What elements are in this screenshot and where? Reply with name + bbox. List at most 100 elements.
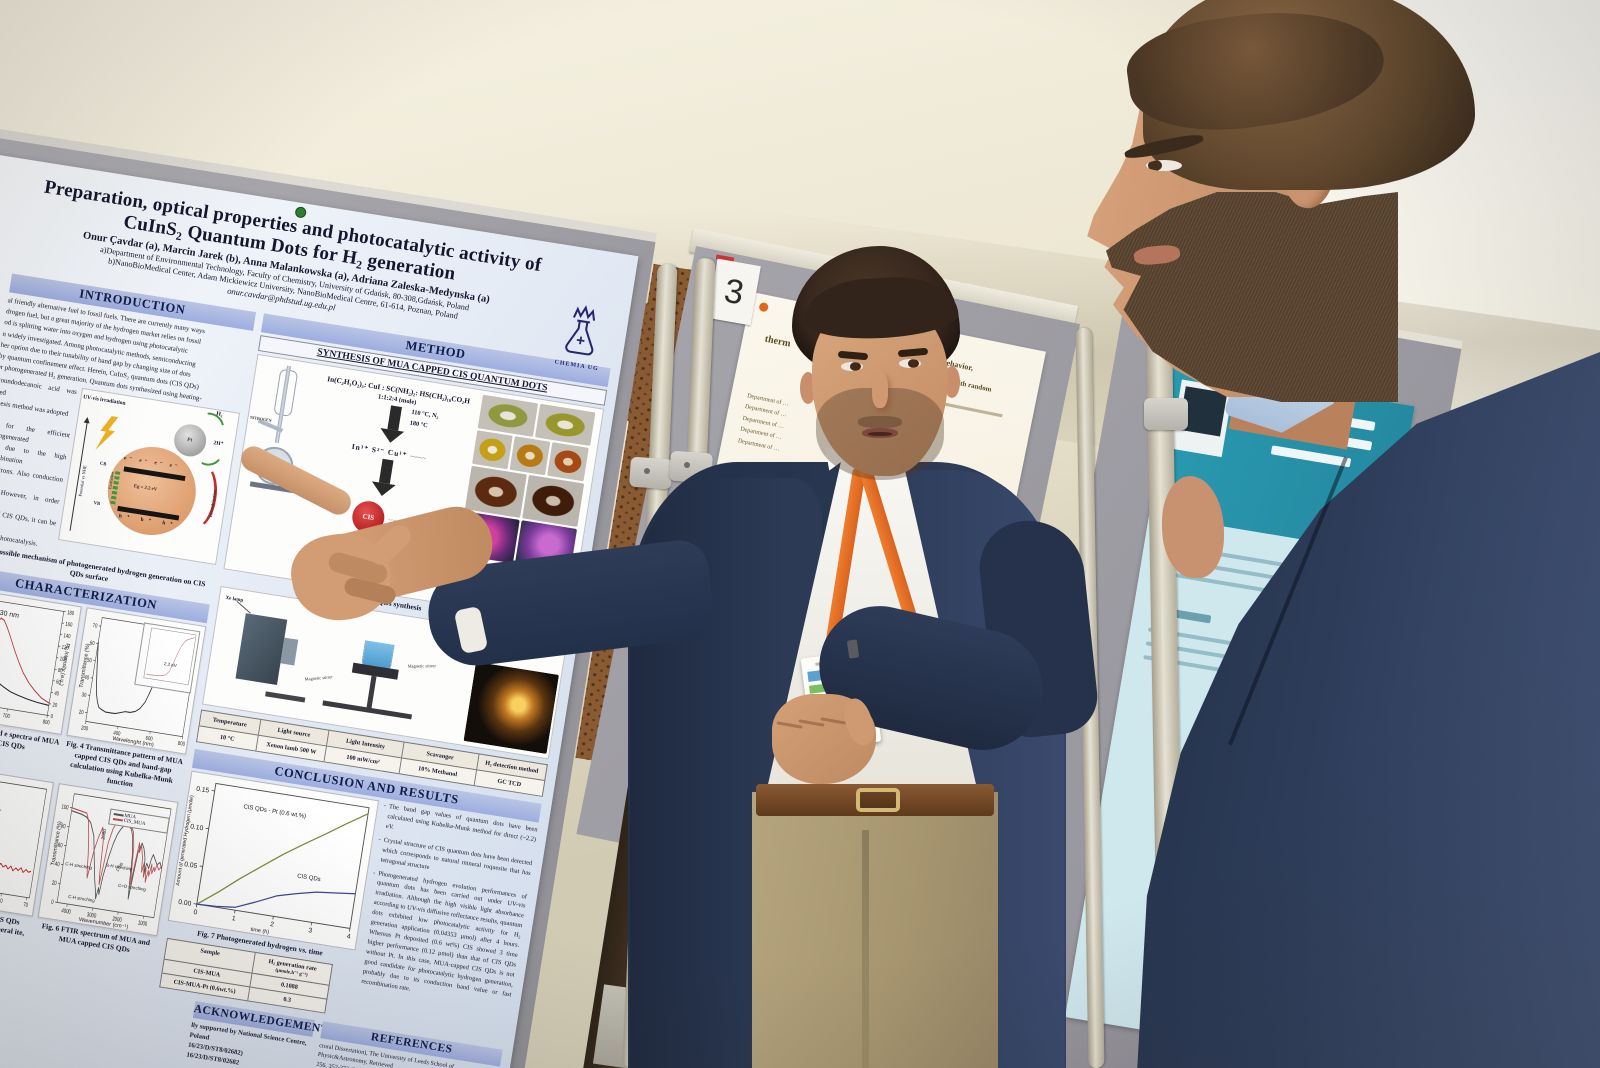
svg-text:120: 120 xyxy=(61,644,69,652)
svg-text:40: 40 xyxy=(54,861,60,869)
hydrogen-generation-chart: 0 1 2 3 4 0.00 0.05 0.10 0.15 Amount of generate… xyxy=(167,770,379,951)
svg-text:1: 1 xyxy=(231,915,236,923)
clamp-screw xyxy=(644,468,650,474)
svg-text:80: 80 xyxy=(60,823,66,831)
pin-icon xyxy=(758,301,770,313)
h2-label: H₂ xyxy=(215,411,223,419)
trouser-crease xyxy=(862,830,869,1068)
sample-photo xyxy=(464,465,527,518)
svg-text:0: 0 xyxy=(50,899,53,906)
inset-svg xyxy=(143,627,197,685)
poster-left-column: INTRODUCTION al friendly alternative fue… xyxy=(0,259,256,1052)
down-arrow-icon xyxy=(386,405,402,431)
svg-text:180: 180 xyxy=(67,610,75,618)
cb-label: CB xyxy=(99,460,107,467)
bullet: - Photogenerated hydrogen evolution perfo… xyxy=(355,868,528,1010)
poster2-title-fragment: therm xyxy=(763,333,792,350)
listener-eye xyxy=(1146,160,1182,171)
svg-text:40: 40 xyxy=(54,690,60,698)
pl-chart-svg: 600700800020406080100120140160180 xyxy=(0,595,75,727)
presenter-ear xyxy=(944,366,960,398)
presenter-upper-lip-stubble xyxy=(858,416,902,428)
sample-photo xyxy=(471,430,513,470)
svg-text:3000: 3000 xyxy=(86,912,96,920)
svg-text:20: 20 xyxy=(78,709,84,717)
pole-clamp xyxy=(629,456,673,490)
poster-right-column: METHOD SYNTHESIS OF MUA CAPPED CIS QUANT… xyxy=(146,309,611,1068)
svg-text:160: 160 xyxy=(65,621,73,629)
figure-1-mechanism: UV-vis irradiation Potential vs NHE e⁻ e… xyxy=(57,388,240,566)
svg-text:0.05: 0.05 xyxy=(183,861,197,870)
sample-photo xyxy=(534,403,596,447)
svg-text:70: 70 xyxy=(23,902,29,910)
svg-text:0: 0 xyxy=(50,713,54,720)
presenter-eye xyxy=(899,359,921,368)
hydrogen-chart-block: 0 1 2 3 4 0.00 0.05 0.10 0.15 Amount of generate… xyxy=(157,770,379,1017)
pt-label: Pt xyxy=(186,437,193,444)
svg-text:800: 800 xyxy=(42,719,50,727)
svg-text:100: 100 xyxy=(61,804,69,812)
legend-swatch xyxy=(113,812,124,817)
svg-text:20: 20 xyxy=(52,702,58,710)
presenter-eye xyxy=(841,362,863,371)
svg-text:60: 60 xyxy=(89,640,95,648)
bandgap-label: Eg = 2.2 eV xyxy=(133,484,158,494)
pl-spectrum-chart: 600700800020406080100120140160180 λex= 3… xyxy=(0,587,82,735)
board-number: 3 xyxy=(721,271,747,312)
xe-lamp-label: Xe lamp xyxy=(225,595,244,604)
reaction-temps: 110 °C, N₂ 180 °C xyxy=(409,407,440,434)
svg-text:3: 3 xyxy=(307,927,312,935)
presenter-trousers xyxy=(752,792,998,1068)
ligand-squiggle: ~~~~~ xyxy=(409,454,426,463)
chemia-ug-logo: CHEMIA UG xyxy=(544,298,618,374)
ftir-chart: 4000 3000 2000 1000 0 20 40 60 80 100 Transmittan… xyxy=(37,782,179,937)
svg-text:4000: 4000 xyxy=(61,907,71,915)
leader-line xyxy=(236,600,251,614)
lamp-photo xyxy=(463,661,560,754)
svg-text:30: 30 xyxy=(81,692,87,700)
svg-text:4: 4 xyxy=(346,933,351,941)
down-arrow-icon xyxy=(378,458,394,485)
svg-text:80: 80 xyxy=(57,667,63,675)
sample-photo xyxy=(521,474,585,528)
conclusion-bullets: - The band gap values of quantum dots hav… xyxy=(350,801,538,1042)
kubelka-munk-inset: 2.2 eV xyxy=(134,622,200,694)
svg-text:0: 0 xyxy=(193,909,198,917)
bench-line xyxy=(264,691,305,703)
lightning-icon xyxy=(93,414,120,453)
svg-text:700: 700 xyxy=(2,712,10,720)
transmittance-chart: 200 400 600 800 20 30 40 50 60 70 Transmittance (… xyxy=(66,607,206,755)
clamp-screw xyxy=(684,462,690,468)
svg-text:0.10: 0.10 xyxy=(189,823,203,832)
svg-text:2: 2 xyxy=(269,921,274,929)
svg-text:60: 60 xyxy=(0,897,3,905)
svg-text:60: 60 xyxy=(56,679,62,687)
xe-lamp xyxy=(235,613,287,685)
presenter-mouth xyxy=(862,428,898,438)
svg-text:70: 70 xyxy=(92,622,98,630)
stirrer-label: Magnetic stirrer xyxy=(407,663,436,669)
svg-text:20: 20 xyxy=(51,880,57,888)
svg-text:600: 600 xyxy=(145,735,153,743)
stirrer-stand xyxy=(365,675,377,710)
svg-text:60: 60 xyxy=(57,842,63,850)
svg-text:40: 40 xyxy=(84,674,90,682)
svg-text:2000: 2000 xyxy=(112,916,122,924)
lamp-lens xyxy=(279,637,298,666)
cis-label: CIS xyxy=(361,512,375,523)
svg-text:140: 140 xyxy=(63,633,71,641)
presenter-nose xyxy=(872,372,888,408)
legend-swatch xyxy=(112,817,123,822)
svg-text:100: 100 xyxy=(59,656,67,664)
ftir-chart-svg: 4000 3000 2000 1000 0 20 40 60 80 100 xyxy=(50,793,172,928)
svg-text:200: 200 xyxy=(80,725,88,733)
svg-text:400: 400 xyxy=(113,730,121,738)
uv-label: UV-vis irradiation xyxy=(82,394,126,408)
poster-header: Preparation, optical properties and phot… xyxy=(0,157,627,373)
svg-text:0.00: 0.00 xyxy=(177,899,191,908)
svg-text:1000: 1000 xyxy=(137,920,147,928)
sample-photo xyxy=(547,442,589,482)
logo-flask-crown-icon xyxy=(565,305,596,356)
svg-text:50: 50 xyxy=(86,657,92,665)
